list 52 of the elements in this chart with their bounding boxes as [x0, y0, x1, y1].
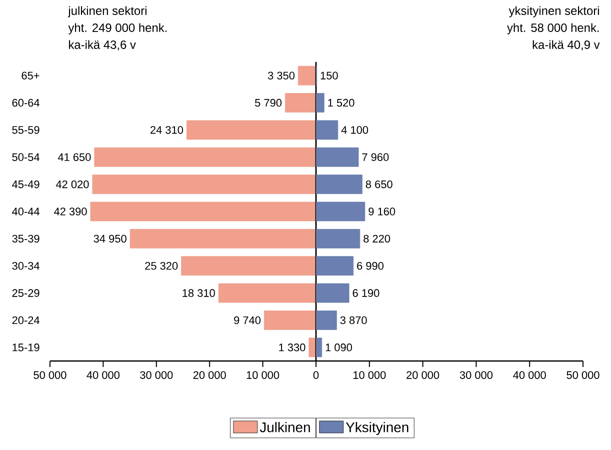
data-label: 5 790	[255, 98, 282, 107]
text: yksityinen sektori	[508, 6, 599, 18]
y-tick-label: 55-59	[12, 126, 40, 134]
y-tick-label: 45-49	[12, 180, 40, 188]
data-label: 3 870	[340, 316, 367, 324]
data-label: 150	[320, 72, 338, 80]
x-tick-label: 40 000	[86, 371, 120, 379]
y-tick-label: 50-54	[12, 153, 40, 162]
y-tick-label: 25-29	[12, 289, 40, 297]
data-label: 6 190	[352, 289, 380, 297]
legend-label: Julkinen	[260, 422, 310, 432]
text: yht. 249 000 henk.	[68, 23, 167, 34]
x-tick-label: 10 000	[353, 371, 386, 379]
text: julkinen sektori	[68, 6, 146, 18]
y-tick-label: 65+	[22, 72, 40, 80]
data-label: 25 320	[145, 262, 178, 270]
text: ka-ikä 43,6 v	[69, 40, 136, 50]
y-tick-label: 15-19	[12, 344, 40, 352]
x-tick-label: 20 000	[193, 371, 226, 379]
data-label: 9 740	[234, 316, 261, 324]
x-tick-label: 10 000	[246, 371, 280, 379]
data-label: 42 020	[56, 180, 89, 188]
data-label: 1 090	[326, 344, 352, 352]
legend-label: Yksityinen	[346, 422, 408, 435]
data-label: 41 650	[58, 153, 91, 162]
data-label: 1 520	[328, 98, 354, 107]
data-label: 34 950	[94, 234, 126, 243]
data-label: 8 220	[364, 234, 390, 243]
text: yht. 58 000 henk.	[507, 23, 599, 34]
x-tick-label: 30 000	[140, 371, 173, 379]
data-label: 7 960	[362, 153, 389, 162]
y-tick-label: 40-44	[12, 208, 40, 216]
data-label: 8 650	[366, 180, 392, 188]
data-label: 24 310	[150, 126, 184, 134]
data-label: 3 350	[268, 72, 295, 80]
data-label: 42 390	[54, 208, 87, 216]
data-label: 9 160	[368, 208, 396, 216]
x-tick-label: 40 000	[513, 371, 546, 379]
y-tick-label: 60-64	[12, 98, 40, 107]
data-label: 18 310	[182, 289, 215, 297]
x-tick-label: 50 000	[566, 371, 600, 379]
text: ka-ikä 40,9 v	[532, 40, 600, 50]
x-tick-label: 20 000	[406, 371, 440, 379]
x-tick-label: 0	[313, 371, 319, 379]
data-label: 4 100	[341, 126, 368, 134]
x-tick-label: 30 000	[460, 371, 493, 379]
x-tick-label: 50 000	[34, 371, 66, 379]
data-label: 6 990	[357, 262, 384, 270]
y-tick-label: 35-39	[12, 234, 40, 243]
data-label: 1 330	[279, 344, 306, 352]
y-tick-label: 20-24	[12, 316, 40, 324]
y-tick-label: 30-34	[12, 262, 40, 270]
